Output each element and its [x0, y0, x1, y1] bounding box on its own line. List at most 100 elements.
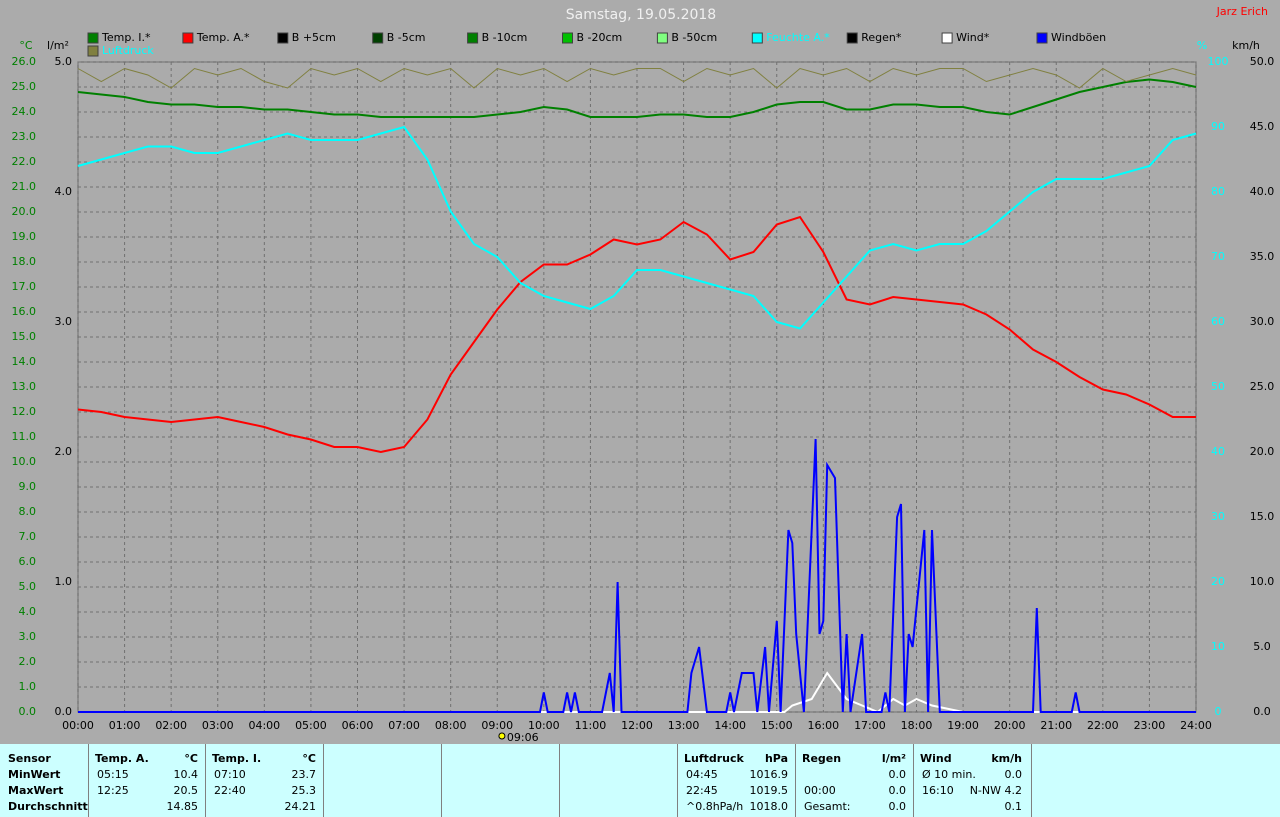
x-tick-label: 10:00: [528, 719, 560, 732]
divider: [559, 744, 560, 817]
y4-tick-label: 5.0: [1253, 640, 1271, 653]
column-unit: °C: [302, 752, 316, 765]
x-tick-label: 06:00: [342, 719, 374, 732]
legend-label: Temp. I.*: [101, 31, 151, 44]
legend-swatch: [182, 32, 194, 44]
cell-value: 1018.0: [749, 800, 789, 813]
row-label: MaxWert: [8, 784, 64, 797]
y-tick-label: 14.0: [12, 355, 37, 368]
y-tick-label: 17.0: [12, 280, 37, 293]
y3-tick-label: 40: [1211, 445, 1225, 458]
y4-tick-label: 40.0: [1250, 185, 1275, 198]
column-unit: °C: [184, 752, 198, 765]
y-tick-label: 20.0: [12, 205, 37, 218]
cell-value: 0.1: [1004, 800, 1023, 813]
x-tick-label: 11:00: [575, 719, 607, 732]
cell: 05:15: [97, 768, 129, 781]
divider: [88, 744, 89, 817]
row-label: MinWert: [8, 768, 61, 781]
y2-tick-label: 4.0: [55, 185, 73, 198]
legend-swatch: [277, 32, 289, 44]
divider: [795, 744, 796, 817]
divider: [323, 744, 324, 817]
x-tick-label: 16:00: [807, 719, 839, 732]
column-header: Luftdruck: [684, 752, 744, 765]
x-tick-label: 12:00: [621, 719, 653, 732]
y-tick-label: 7.0: [19, 530, 37, 543]
y3-tick-label: 60: [1211, 315, 1225, 328]
sunrise-icon: [498, 732, 506, 740]
y2-tick-label: 3.0: [55, 315, 73, 328]
x-tick-label: 18:00: [901, 719, 933, 732]
y4-tick-label: 20.0: [1250, 445, 1275, 458]
x-tick-label: 03:00: [202, 719, 234, 732]
column-header: Temp. A.: [95, 752, 149, 765]
y-tick-label: 4.0: [19, 605, 37, 618]
y-tick-label: 6.0: [19, 555, 37, 568]
legend-swatch: [751, 32, 763, 44]
legend-label: Windböen: [1051, 31, 1106, 44]
chart: Samstag, 19.05.2018 Jarz Erich °C l/m² %…: [12, 5, 1275, 744]
cell-value: 1016.9: [749, 768, 789, 781]
y4-tick-label: 15.0: [1250, 510, 1275, 523]
divider: [1031, 744, 1032, 817]
x-tick-label: 00:00: [62, 719, 94, 732]
x-tick-label: 17:00: [854, 719, 886, 732]
y2-tick-label: 5.0: [55, 55, 73, 68]
divider: [913, 744, 914, 817]
y4-tick-label: 25.0: [1250, 380, 1275, 393]
x-tick-label: 09:00: [481, 719, 513, 732]
column-unit: km/h: [991, 752, 1022, 765]
x-tick-label: 04:00: [248, 719, 280, 732]
x-tick-label: 07:00: [388, 719, 420, 732]
y3-tick-label: 100: [1208, 55, 1229, 68]
cell-value: 1019.5: [749, 784, 789, 797]
cell-value: 10.4: [173, 768, 199, 781]
x-tick-label: 19:00: [947, 719, 979, 732]
y3-tick-label: 30: [1211, 510, 1225, 523]
legend-swatch: [372, 32, 384, 44]
x-tick-label: 22:00: [1087, 719, 1119, 732]
y4-tick-label: 0.0: [1253, 705, 1271, 718]
x-tick-label: 14:00: [714, 719, 746, 732]
chart-title: Samstag, 19.05.2018: [566, 7, 716, 23]
y3-axis-unit: %: [1197, 39, 1207, 52]
legend-swatch: [562, 32, 573, 44]
y3-tick-label: 10: [1211, 640, 1225, 653]
y-tick-label: 16.0: [12, 305, 37, 318]
y4-tick-label: 50.0: [1250, 55, 1275, 68]
cell-value: 0.0: [888, 768, 907, 781]
y4-tick-label: 45.0: [1250, 120, 1275, 133]
divider: [677, 744, 678, 817]
annotation: 09:06: [507, 731, 539, 744]
y3-tick-label: 20: [1211, 575, 1225, 588]
legend-label: B -50cm: [671, 31, 717, 44]
series-line: [77, 78, 1197, 118]
cell-value: 0.0: [1004, 768, 1023, 781]
cell-value: 25.3: [291, 784, 317, 797]
legend-label: Wind*: [956, 31, 990, 44]
column-header: Wind: [920, 752, 952, 765]
y-tick-label: 8.0: [19, 505, 37, 518]
y-tick-label: 12.0: [12, 405, 37, 418]
x-tick-label: 20:00: [994, 719, 1026, 732]
legend-label: Luftdruck: [102, 44, 154, 57]
cell: 07:10: [214, 768, 246, 781]
y3-tick-label: 0: [1215, 705, 1222, 718]
legend-label: B +5cm: [292, 31, 336, 44]
cell-value: 23.7: [291, 768, 317, 781]
legend-swatch: [846, 32, 858, 44]
x-tick-label: 08:00: [435, 719, 467, 732]
y-axis-unit: °C: [19, 39, 33, 52]
cell-value: 0.0: [888, 800, 907, 813]
y-tick-label: 26.0: [12, 55, 37, 68]
y-tick-label: 2.0: [19, 655, 37, 668]
legend-swatch: [656, 32, 668, 44]
cell: 12:25: [97, 784, 129, 797]
x-tick-label: 13:00: [668, 719, 700, 732]
y-tick-label: 21.0: [12, 180, 37, 193]
stats-table: Sensor MinWert MaxWert Durchschnitt Temp. A.…: [0, 744, 1280, 817]
author: Jarz Erich: [1216, 5, 1268, 18]
cell-value: N-NW 4.2: [969, 784, 1022, 797]
